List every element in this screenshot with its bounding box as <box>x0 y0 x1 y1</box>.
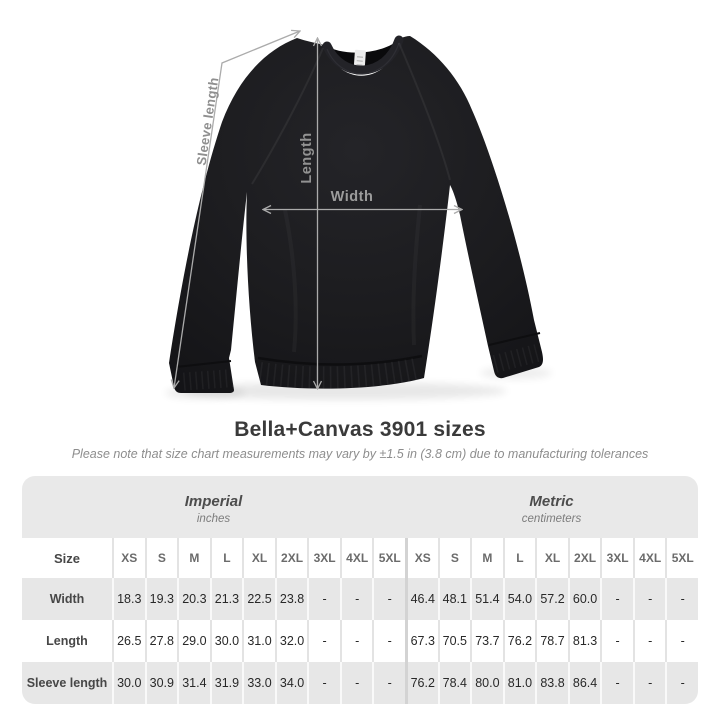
value-sleeve-length-metric-xl: 83.8 <box>535 662 568 704</box>
value-sleeve-length-metric-m: 80.0 <box>470 662 503 704</box>
value-width-metric-xs: 46.4 <box>405 578 438 620</box>
sweatshirt-body <box>169 36 543 393</box>
value-width-imperial-s: 19.3 <box>144 578 178 620</box>
size-col-header-metric-4xl: 4XL <box>632 538 666 578</box>
size-col-header-metric-l: L <box>502 538 536 578</box>
size-col-header-metric-5xl: 5XL <box>665 538 698 578</box>
product-measurement-figure: Sleeve length Length Width <box>165 0 552 400</box>
row-label-width: Width <box>22 578 112 620</box>
value-length-metric-3xl: - <box>600 620 633 662</box>
value-sleeve-length-imperial-l: 31.9 <box>209 662 243 704</box>
value-sleeve-length-imperial-3xl: - <box>307 662 340 704</box>
value-width-metric-s: 48.1 <box>437 578 471 620</box>
size-col-header-imperial-l: L <box>209 538 243 578</box>
value-width-imperial-xl: 22.5 <box>242 578 275 620</box>
group-header-metric: Metric centimeters <box>405 476 698 538</box>
value-width-imperial-xs: 18.3 <box>112 578 145 620</box>
value-sleeve-length-metric-5xl: - <box>665 662 698 704</box>
value-width-imperial-2xl: 23.8 <box>274 578 308 620</box>
right-cuff-seam <box>488 332 541 346</box>
value-sleeve-length-imperial-xs: 30.0 <box>112 662 145 704</box>
value-length-imperial-5xl: - <box>372 620 405 662</box>
value-sleeve-length-imperial-5xl: - <box>372 662 405 704</box>
value-sleeve-length-metric-xs: 76.2 <box>405 662 438 704</box>
value-width-imperial-4xl: - <box>339 578 373 620</box>
collar-band <box>322 35 404 75</box>
value-width-imperial-5xl: - <box>372 578 405 620</box>
value-length-imperial-m: 29.0 <box>177 620 210 662</box>
value-width-metric-5xl: - <box>665 578 698 620</box>
value-length-metric-xs: 67.3 <box>405 620 438 662</box>
value-length-imperial-2xl: 32.0 <box>274 620 308 662</box>
group-header-imperial: Imperial inches <box>22 476 405 538</box>
sweatshirt-illustration <box>169 35 543 393</box>
size-col-header-imperial-m: M <box>177 538 210 578</box>
value-length-imperial-xs: 26.5 <box>112 620 145 662</box>
size-col-header-metric-xl: XL <box>535 538 568 578</box>
value-length-imperial-s: 27.8 <box>144 620 178 662</box>
size-chart-table: Imperial inches Metric centimeters Size XS S M L… <box>22 476 698 704</box>
value-length-metric-2xl: 81.3 <box>567 620 601 662</box>
value-width-metric-xl: 57.2 <box>535 578 568 620</box>
value-sleeve-length-imperial-xl: 33.0 <box>242 662 275 704</box>
size-corner-header: Size <box>22 538 112 578</box>
value-sleeve-length-metric-4xl: - <box>632 662 666 704</box>
value-width-metric-2xl: 60.0 <box>567 578 601 620</box>
size-col-header-metric-3xl: 3XL <box>600 538 633 578</box>
size-col-header-imperial-xl: XL <box>242 538 275 578</box>
row-label-length: Length <box>22 620 112 662</box>
value-length-metric-5xl: - <box>665 620 698 662</box>
value-length-imperial-3xl: - <box>307 620 340 662</box>
row-label-sleeve-length: Sleeve length <box>22 662 112 704</box>
sleeve-length-measure-line <box>174 31 300 388</box>
value-sleeve-length-metric-l: 81.0 <box>502 662 536 704</box>
value-sleeve-length-imperial-m: 31.4 <box>177 662 210 704</box>
right-cuff-ribbing <box>492 344 540 373</box>
measurement-annotations <box>174 31 462 389</box>
tolerance-note: Please note that size chart measurements… <box>71 447 649 461</box>
size-col-header-imperial-5xl: 5XL <box>372 538 405 578</box>
size-col-header-imperial-s: S <box>144 538 178 578</box>
value-sleeve-length-imperial-4xl: - <box>339 662 373 704</box>
group-label: Imperial <box>184 493 243 510</box>
value-length-metric-s: 70.5 <box>437 620 471 662</box>
size-col-header-metric-2xl: 2XL <box>567 538 601 578</box>
value-length-metric-m: 73.7 <box>470 620 503 662</box>
value-sleeve-length-imperial-2xl: 34.0 <box>274 662 308 704</box>
size-col-header-metric-m: M <box>470 538 503 578</box>
size-col-header-imperial-2xl: 2XL <box>274 538 308 578</box>
size-col-header-metric-s: S <box>437 538 471 578</box>
value-length-imperial-4xl: - <box>339 620 373 662</box>
size-col-header-metric-xs: XS <box>405 538 438 578</box>
size-col-header-imperial-4xl: 4XL <box>339 538 373 578</box>
value-sleeve-length-imperial-s: 30.9 <box>144 662 178 704</box>
value-length-imperial-xl: 31.0 <box>242 620 275 662</box>
value-width-metric-3xl: - <box>600 578 633 620</box>
value-sleeve-length-metric-s: 78.4 <box>437 662 471 704</box>
page-title: Bella+Canvas 3901 sizes <box>234 418 486 441</box>
value-width-metric-m: 51.4 <box>470 578 503 620</box>
group-unit: centimeters <box>521 513 582 525</box>
value-width-metric-l: 54.0 <box>502 578 536 620</box>
value-length-imperial-l: 30.0 <box>209 620 243 662</box>
length-label: Length <box>299 132 315 183</box>
value-length-metric-4xl: - <box>632 620 666 662</box>
value-width-imperial-3xl: - <box>307 578 340 620</box>
value-width-imperial-l: 21.3 <box>209 578 243 620</box>
value-width-imperial-m: 20.3 <box>177 578 210 620</box>
value-sleeve-length-metric-2xl: 86.4 <box>567 662 601 704</box>
value-width-metric-4xl: - <box>632 578 666 620</box>
collar-edge-highlight <box>326 42 400 75</box>
group-unit: inches <box>196 513 231 525</box>
value-length-metric-xl: 78.7 <box>535 620 568 662</box>
value-length-metric-l: 76.2 <box>502 620 536 662</box>
size-col-header-imperial-3xl: 3XL <box>307 538 340 578</box>
size-col-header-imperial-xs: XS <box>112 538 145 578</box>
value-sleeve-length-metric-3xl: - <box>600 662 633 704</box>
group-label: Metric <box>529 493 574 510</box>
width-label: Width <box>331 189 374 205</box>
